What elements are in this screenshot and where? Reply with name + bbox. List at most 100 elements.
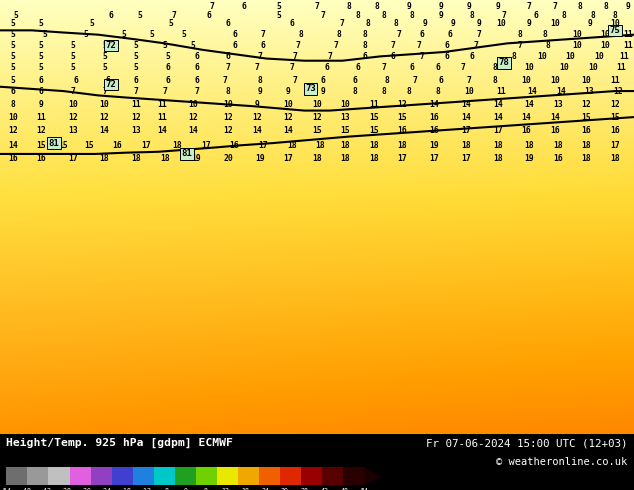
Text: 8: 8 bbox=[511, 52, 516, 61]
Text: 18: 18 bbox=[398, 141, 408, 150]
Text: 16: 16 bbox=[112, 141, 122, 150]
Text: 14: 14 bbox=[521, 113, 531, 122]
Text: 7: 7 bbox=[340, 19, 345, 28]
Text: 5: 5 bbox=[102, 63, 107, 72]
Text: 17: 17 bbox=[141, 141, 151, 150]
Text: 7: 7 bbox=[413, 76, 418, 85]
Text: 16: 16 bbox=[8, 154, 18, 163]
Bar bbox=[91, 467, 112, 486]
Text: 5: 5 bbox=[10, 63, 15, 72]
Text: 14: 14 bbox=[100, 125, 110, 135]
Text: 15: 15 bbox=[369, 125, 379, 135]
Text: 6: 6 bbox=[232, 30, 237, 39]
Bar bbox=[280, 467, 301, 486]
Text: 8: 8 bbox=[406, 87, 411, 96]
Text: 5: 5 bbox=[102, 41, 107, 50]
Text: 6: 6 bbox=[448, 30, 453, 39]
Text: 8: 8 bbox=[362, 41, 367, 50]
Text: 6: 6 bbox=[10, 87, 15, 96]
Text: 16: 16 bbox=[429, 125, 439, 135]
Text: 8: 8 bbox=[204, 488, 207, 490]
Text: 5: 5 bbox=[276, 2, 281, 11]
Text: 5: 5 bbox=[191, 41, 196, 50]
Text: 5: 5 bbox=[42, 30, 47, 39]
Text: 14: 14 bbox=[461, 113, 471, 122]
Text: 18: 18 bbox=[315, 141, 325, 150]
Text: 7: 7 bbox=[172, 11, 177, 20]
Text: 8: 8 bbox=[435, 87, 440, 96]
Text: 18: 18 bbox=[461, 141, 471, 150]
Text: 8: 8 bbox=[375, 2, 380, 11]
Text: 6: 6 bbox=[242, 2, 247, 11]
Bar bbox=[217, 467, 238, 486]
Text: 10: 10 bbox=[550, 76, 560, 85]
Text: 12: 12 bbox=[581, 99, 592, 109]
Text: 42: 42 bbox=[321, 488, 329, 490]
Text: 17: 17 bbox=[398, 154, 408, 163]
Text: 8: 8 bbox=[546, 41, 551, 50]
Text: -8: -8 bbox=[162, 488, 169, 490]
Text: 12: 12 bbox=[221, 488, 230, 490]
Text: 10: 10 bbox=[464, 87, 474, 96]
Text: 19: 19 bbox=[255, 154, 265, 163]
Text: 12: 12 bbox=[283, 113, 294, 122]
Text: 5: 5 bbox=[10, 52, 15, 61]
Text: 13: 13 bbox=[553, 99, 563, 109]
Text: 11: 11 bbox=[619, 52, 630, 61]
Text: 24: 24 bbox=[261, 488, 269, 490]
Text: 14: 14 bbox=[493, 113, 503, 122]
Text: 11: 11 bbox=[157, 99, 167, 109]
Text: 6: 6 bbox=[165, 76, 171, 85]
Text: 78: 78 bbox=[499, 58, 509, 68]
Text: 8: 8 bbox=[578, 2, 583, 11]
Text: 5: 5 bbox=[39, 52, 44, 61]
Text: 15: 15 bbox=[340, 125, 351, 135]
Text: 7: 7 bbox=[381, 63, 386, 72]
Text: 10: 10 bbox=[188, 99, 198, 109]
Text: 7: 7 bbox=[292, 76, 297, 85]
Text: 8: 8 bbox=[381, 11, 386, 20]
Text: 73: 73 bbox=[306, 84, 316, 94]
Text: 11: 11 bbox=[36, 113, 46, 122]
Text: 12: 12 bbox=[223, 125, 233, 135]
Text: 7: 7 bbox=[517, 41, 522, 50]
Text: 18: 18 bbox=[369, 141, 379, 150]
Text: 8: 8 bbox=[337, 30, 342, 39]
Text: 7: 7 bbox=[314, 2, 320, 11]
Text: 9: 9 bbox=[406, 2, 411, 11]
Text: 10: 10 bbox=[524, 63, 534, 72]
Text: 17: 17 bbox=[461, 154, 471, 163]
Text: 8: 8 bbox=[10, 99, 15, 109]
Text: 10: 10 bbox=[340, 99, 351, 109]
Text: 12: 12 bbox=[68, 113, 78, 122]
Text: 6: 6 bbox=[324, 63, 329, 72]
Text: 14: 14 bbox=[493, 99, 503, 109]
Text: 6: 6 bbox=[194, 76, 199, 85]
Text: 19: 19 bbox=[429, 141, 439, 150]
Text: 12: 12 bbox=[8, 125, 18, 135]
Text: 8: 8 bbox=[394, 19, 399, 28]
Text: 5: 5 bbox=[134, 63, 139, 72]
Text: 12: 12 bbox=[188, 113, 198, 122]
Text: 14: 14 bbox=[157, 125, 167, 135]
Text: 5: 5 bbox=[89, 19, 94, 28]
Text: 8: 8 bbox=[346, 2, 351, 11]
Text: 10: 10 bbox=[600, 30, 611, 39]
Text: 5: 5 bbox=[10, 41, 15, 50]
Text: 7: 7 bbox=[552, 2, 557, 11]
Text: 15: 15 bbox=[369, 113, 379, 122]
Text: 6: 6 bbox=[533, 11, 538, 20]
Text: -38: -38 bbox=[60, 488, 72, 490]
Text: 15: 15 bbox=[36, 141, 46, 150]
Text: 14: 14 bbox=[524, 99, 534, 109]
Text: 12: 12 bbox=[36, 125, 46, 135]
Text: 5: 5 bbox=[13, 11, 18, 20]
Text: 6: 6 bbox=[39, 87, 44, 96]
Text: 11: 11 bbox=[623, 41, 633, 50]
Text: 13: 13 bbox=[340, 113, 351, 122]
Text: 7: 7 bbox=[102, 87, 107, 96]
Text: 17: 17 bbox=[610, 141, 620, 150]
Bar bbox=[133, 467, 154, 486]
Text: 6: 6 bbox=[362, 52, 367, 61]
Text: 6: 6 bbox=[226, 19, 231, 28]
